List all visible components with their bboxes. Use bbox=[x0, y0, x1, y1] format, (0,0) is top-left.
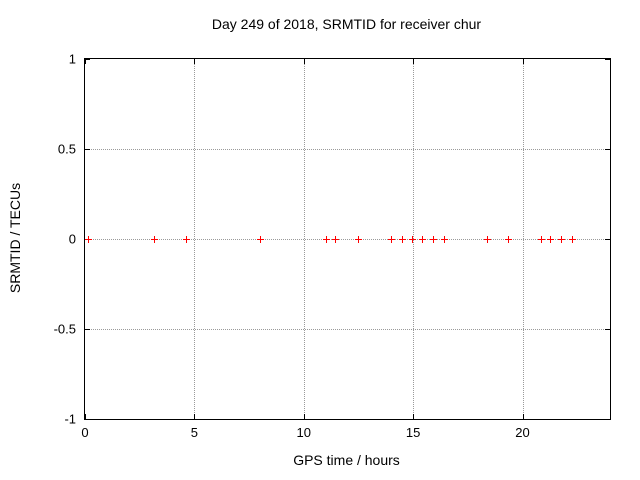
x-tick-label: 20 bbox=[515, 425, 530, 440]
data-point-marker bbox=[256, 235, 264, 243]
data-point-marker bbox=[150, 235, 158, 243]
data-point-marker bbox=[430, 235, 438, 243]
y-tick-mark bbox=[85, 59, 90, 60]
x-tick-mark bbox=[194, 414, 196, 419]
y-tick-mark bbox=[85, 239, 90, 240]
y-tick-mark-right bbox=[605, 419, 610, 420]
data-point-marker bbox=[408, 235, 416, 243]
data-point-marker bbox=[558, 235, 566, 243]
data-point-marker bbox=[547, 235, 555, 243]
horizontal-gridline bbox=[85, 329, 610, 330]
x-axis-label: GPS time / hours bbox=[293, 452, 400, 468]
y-tick-label: 0 bbox=[68, 231, 76, 247]
data-point-marker bbox=[398, 235, 406, 243]
data-point-marker bbox=[537, 235, 545, 243]
y-tick-mark-right bbox=[605, 149, 610, 150]
data-point-marker bbox=[419, 235, 427, 243]
y-tick-label: -0.5 bbox=[53, 321, 76, 337]
x-tick-label: 0 bbox=[81, 425, 89, 440]
plot-area: 0 5 10 15 20 1 0.5 0 -0.5 -1 bbox=[54, 52, 611, 440]
data-point-marker bbox=[387, 235, 395, 243]
x-tick-mark bbox=[303, 414, 305, 419]
chart-title: Day 249 of 2018, SRMTID for receiver chu… bbox=[211, 16, 482, 32]
x-tick-label: 15 bbox=[405, 425, 421, 440]
y-tick-mark-right bbox=[605, 239, 610, 240]
x-tick-mark-top bbox=[413, 59, 415, 64]
y-tick-mark bbox=[85, 329, 90, 330]
x-tick-mark bbox=[85, 414, 86, 419]
data-point-marker bbox=[331, 235, 339, 243]
horizontal-gridline bbox=[85, 239, 610, 240]
x-tick-mark bbox=[413, 414, 415, 419]
data-point-marker bbox=[354, 235, 362, 243]
x-tick-mark-top bbox=[303, 59, 305, 64]
data-point-marker bbox=[505, 235, 513, 243]
y-tick-label: 0.5 bbox=[57, 141, 76, 157]
data-point-marker bbox=[569, 235, 577, 243]
x-tick-mark bbox=[522, 414, 524, 419]
x-tick-label: 5 bbox=[190, 425, 198, 440]
x-tick-mark-top bbox=[85, 59, 86, 64]
y-tick-label: -1 bbox=[64, 411, 76, 427]
data-point-marker bbox=[322, 235, 330, 243]
y-tick-mark-right bbox=[605, 59, 610, 60]
y-tick-label: 1 bbox=[68, 51, 76, 67]
x-tick-label: 10 bbox=[296, 425, 311, 440]
y-axis-label: SRMTID / TECUs bbox=[7, 182, 23, 294]
data-point-marker bbox=[484, 235, 492, 243]
data-point-marker bbox=[440, 235, 448, 243]
y-tick-mark bbox=[85, 149, 90, 150]
data-point-marker bbox=[182, 235, 190, 243]
x-tick-mark-top bbox=[522, 59, 524, 64]
x-tick-mark-top bbox=[194, 59, 196, 64]
y-tick-mark bbox=[85, 419, 90, 420]
horizontal-gridline bbox=[85, 149, 610, 150]
data-point-marker bbox=[85, 235, 93, 243]
y-tick-mark-right bbox=[605, 329, 610, 330]
